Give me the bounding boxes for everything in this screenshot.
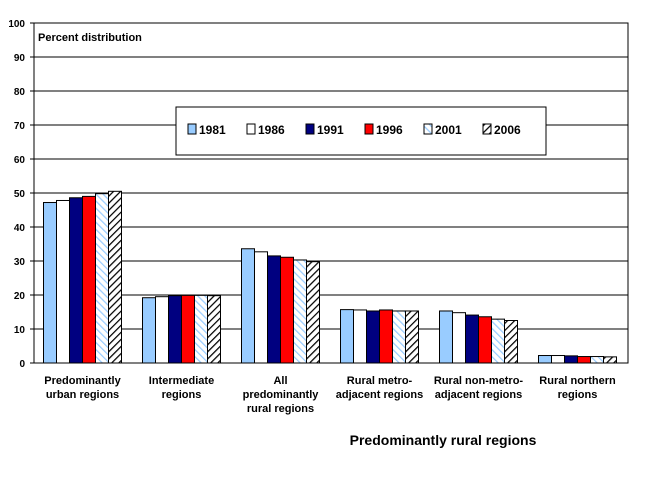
bar-2001 <box>194 294 208 364</box>
y-tick-label: 40 <box>14 223 26 234</box>
x-category-label: urban regions <box>46 389 119 401</box>
bar-2001 <box>590 356 604 364</box>
legend: 1981 1986 1991 1996 2001 2006 <box>175 106 547 156</box>
x-category-label: regions <box>162 389 202 401</box>
bar-1986 <box>155 296 169 364</box>
bar-1991 <box>465 314 479 364</box>
bar-2001 <box>293 259 307 364</box>
bar-1981 <box>142 297 156 364</box>
x-category-label: Rural northern <box>539 375 616 387</box>
bar-1981 <box>241 248 255 364</box>
legend-label: 1991 <box>317 123 344 137</box>
bar-1986 <box>353 309 367 364</box>
bar-2001 <box>491 318 505 364</box>
bar-1991 <box>366 310 380 364</box>
bar-1996 <box>577 356 591 364</box>
y-axis-title: Percent distribution <box>38 32 142 44</box>
legend-swatch-2006 <box>482 123 492 135</box>
bar-2006 <box>207 295 221 364</box>
x-category-label: adjacent regions <box>435 389 522 401</box>
y-tick-label: 70 <box>14 121 26 132</box>
bar-1991 <box>267 255 281 364</box>
bar-1996 <box>280 256 294 364</box>
bar-2006 <box>306 261 320 364</box>
bar-1986 <box>551 355 565 364</box>
legend-label: 2006 <box>494 123 521 137</box>
y-tick-label: 50 <box>14 189 26 200</box>
bar-1991 <box>69 197 83 364</box>
bar-1986 <box>56 199 70 364</box>
y-axis-ticks: 0 10 20 30 40 50 60 70 80 90 100 <box>8 19 34 370</box>
bars <box>43 190 617 364</box>
bar-2006 <box>504 320 518 364</box>
bar-1981 <box>340 309 354 364</box>
x-category-label: Predominantly <box>44 375 121 387</box>
x-category-label: All <box>273 375 287 387</box>
bar-2006 <box>108 190 122 364</box>
y-tick-label: 60 <box>14 155 26 166</box>
x-category-label: rural regions <box>247 403 314 415</box>
bar-2006 <box>603 356 617 364</box>
bar-1986 <box>254 251 268 364</box>
x-category-label: Rural metro- <box>347 375 413 387</box>
x-category-label: Intermediate <box>149 375 214 387</box>
legend-swatch-1981 <box>187 123 197 135</box>
bar-1991 <box>168 295 182 364</box>
bar-2001 <box>95 193 109 364</box>
bar-1996 <box>478 316 492 364</box>
y-tick-label: 30 <box>14 257 26 268</box>
x-category-label: adjacent regions <box>336 389 423 401</box>
legend-label: 1986 <box>258 123 285 137</box>
x-category-label: predominantly <box>243 389 320 401</box>
x-category-label: regions <box>558 389 598 401</box>
bar-1991 <box>564 355 578 364</box>
y-tick-label: 0 <box>19 359 25 370</box>
group-label: Predominantly rural regions <box>350 432 537 448</box>
y-tick-label: 80 <box>14 87 26 98</box>
bar-2001 <box>392 310 406 364</box>
y-tick-label: 90 <box>14 53 26 64</box>
bar-1996 <box>82 195 96 364</box>
bar-1981 <box>43 202 57 364</box>
bar-1981 <box>538 355 552 364</box>
y-tick-label: 100 <box>8 19 25 30</box>
legend-label: 1981 <box>199 123 226 137</box>
x-category-label: Rural non-metro- <box>434 375 524 387</box>
bar-1996 <box>379 309 393 364</box>
bar-1986 <box>452 312 466 364</box>
legend-label: 1996 <box>376 123 403 137</box>
y-tick-label: 10 <box>14 325 26 336</box>
y-tick-label: 20 <box>14 291 26 302</box>
bar-2006 <box>405 310 419 364</box>
legend-swatch-2001 <box>423 123 433 135</box>
legend-swatch-1991 <box>305 123 315 135</box>
x-axis-category-labels: Predominantly urban regions Intermediate re… <box>44 375 616 415</box>
bar-1996 <box>181 294 195 364</box>
legend-swatch-1996 <box>364 123 374 135</box>
legend-label: 2001 <box>435 123 462 137</box>
bar-1981 <box>439 310 453 364</box>
legend-swatch-1986 <box>246 123 256 135</box>
